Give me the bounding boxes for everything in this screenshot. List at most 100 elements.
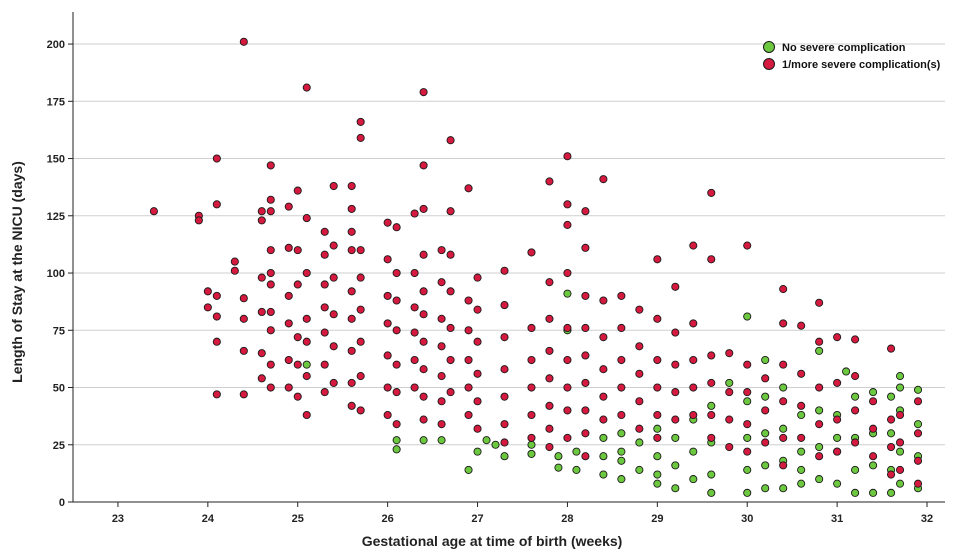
- point-complication: [347, 378, 356, 387]
- point-complication: [239, 37, 248, 46]
- point-complication: [545, 374, 554, 383]
- point-no-complication: [913, 385, 923, 394]
- point-no-complication: [554, 452, 563, 461]
- point-complication: [302, 372, 311, 381]
- point-complication: [230, 266, 239, 275]
- point-complication: [239, 314, 248, 323]
- point-complication: [419, 365, 428, 374]
- point-complication: [581, 452, 590, 461]
- point-complication: [833, 415, 842, 424]
- point-complication: [473, 397, 482, 406]
- point-complication: [635, 305, 644, 314]
- point-complication: [896, 465, 905, 474]
- point-complication: [545, 424, 554, 433]
- point-no-complication: [815, 406, 824, 415]
- point-no-complication: [869, 461, 878, 470]
- point-complication: [437, 372, 446, 381]
- point-complication: [464, 326, 473, 335]
- point-complication: [419, 415, 428, 424]
- point-complication: [383, 410, 392, 420]
- point-complication: [437, 420, 446, 429]
- point-complication: [725, 349, 734, 358]
- point-complication: [779, 319, 788, 328]
- x-tick-label: 31: [831, 513, 843, 525]
- point-complication: [833, 447, 842, 456]
- point-complication: [913, 456, 923, 465]
- point-no-complication: [599, 470, 608, 479]
- point-complication: [239, 346, 248, 355]
- legend-swatch-complication: [763, 58, 775, 70]
- point-no-complication: [833, 433, 842, 442]
- point-complication: [815, 420, 824, 429]
- point-no-complication: [464, 465, 473, 474]
- point-complication: [761, 438, 770, 447]
- point-no-complication: [653, 452, 662, 461]
- point-complication: [320, 303, 329, 312]
- point-complication: [329, 310, 338, 319]
- point-complication: [815, 383, 824, 392]
- point-complication: [383, 319, 392, 328]
- point-complication: [500, 365, 509, 374]
- point-no-complication: [500, 452, 509, 461]
- y-tick-label: 0: [59, 497, 65, 509]
- point-no-complication: [779, 484, 788, 493]
- point-complication: [410, 383, 419, 392]
- point-complication: [266, 161, 275, 170]
- point-complication: [284, 319, 293, 328]
- point-complication: [437, 342, 446, 351]
- point-complication: [581, 291, 590, 300]
- point-no-complication: [797, 479, 806, 488]
- point-complication: [527, 248, 536, 257]
- point-complication: [500, 392, 509, 401]
- point-complication: [797, 321, 806, 330]
- point-complication: [815, 298, 824, 307]
- point-complication: [266, 326, 275, 335]
- point-complication: [356, 133, 365, 142]
- point-complication: [599, 415, 608, 424]
- point-complication: [599, 392, 608, 401]
- point-complication: [392, 268, 401, 278]
- point-complication: [446, 323, 455, 333]
- legend-label-complication: 1/more severe complication(s): [782, 59, 941, 71]
- y-tick-label: 25: [53, 440, 65, 452]
- point-complication: [851, 438, 860, 447]
- point-complication: [383, 291, 392, 300]
- point-complication: [563, 200, 572, 209]
- point-complication: [581, 243, 590, 252]
- point-no-complication: [572, 447, 581, 456]
- point-complication: [437, 314, 446, 323]
- point-complication: [563, 355, 572, 365]
- point-complication: [419, 337, 428, 346]
- point-complication: [671, 388, 680, 397]
- point-complication: [599, 296, 608, 305]
- point-no-complication: [437, 436, 446, 445]
- point-no-complication: [851, 392, 860, 401]
- point-no-complication: [743, 397, 752, 406]
- point-complication: [833, 378, 842, 387]
- y-tick-label: 75: [53, 325, 65, 337]
- y-tick-label: 200: [47, 39, 65, 51]
- point-complication: [266, 383, 275, 392]
- point-no-complication: [887, 488, 896, 497]
- point-complication: [383, 383, 392, 392]
- point-complication: [473, 273, 482, 282]
- point-no-complication: [797, 465, 806, 474]
- point-no-complication: [419, 436, 428, 445]
- point-complication: [913, 397, 923, 406]
- point-complication: [266, 246, 275, 255]
- point-complication: [212, 312, 221, 321]
- point-no-complication: [896, 479, 905, 488]
- point-complication: [347, 204, 356, 213]
- point-no-complication: [491, 440, 500, 449]
- point-complication: [887, 415, 896, 424]
- point-no-complication: [617, 456, 626, 465]
- point-complication: [779, 360, 788, 369]
- point-complication: [329, 273, 338, 282]
- point-complication: [635, 397, 644, 406]
- point-complication: [887, 344, 896, 353]
- x-tick-label: 27: [471, 513, 483, 525]
- point-no-complication: [572, 465, 581, 474]
- point-complication: [689, 319, 698, 328]
- point-complication: [212, 337, 221, 346]
- y-tick-label: 125: [47, 211, 65, 223]
